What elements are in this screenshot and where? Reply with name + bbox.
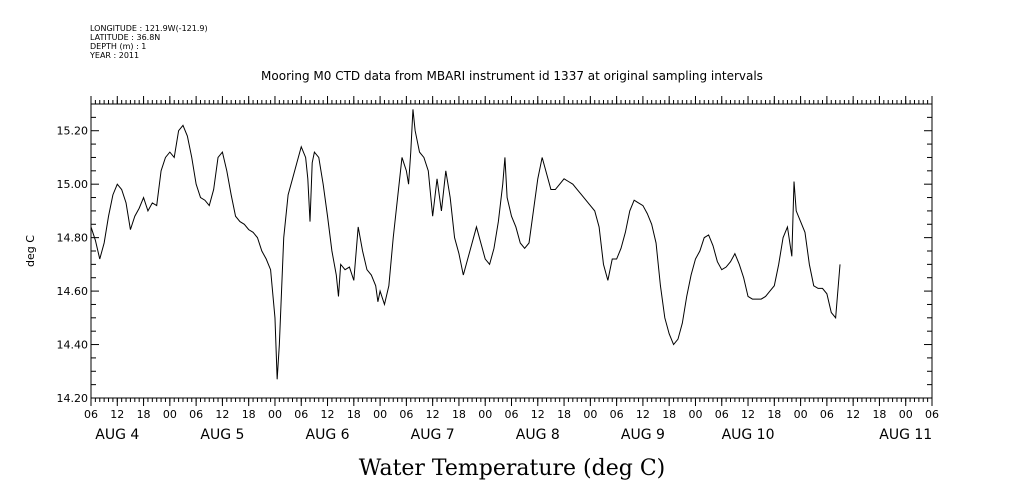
x-tick-label: 00 (583, 408, 597, 421)
x-tick-label: 06 (399, 408, 413, 421)
x-axis-label: Water Temperature (deg C) (359, 456, 666, 481)
x-tick-label: 06 (715, 408, 729, 421)
day-label: AUG 9 (621, 427, 665, 443)
y-tick-label: 14.20 (57, 392, 89, 405)
x-tick-label: 12 (426, 408, 440, 421)
x-tick-label: 00 (794, 408, 808, 421)
x-tick-label: 00 (688, 408, 702, 421)
x-axis: 06 12 18 00 06 12 18 00 06 12 18 00 06 12 18 00 06 12 18 00… (84, 96, 939, 421)
metadata-header: LONGITUDE : 121.9W(-121.9)LATITUDE : 36.… (89, 24, 208, 60)
day-label: AUG 5 (200, 427, 244, 443)
y-axis: 14.20 14.40 14.60 14.80 15.00 15.20 (57, 103, 932, 405)
y-tick-label: 14.40 (57, 339, 89, 352)
temperature-series-line (90, 109, 841, 380)
x-tick-label: 06 (189, 408, 203, 421)
chart-title: Mooring M0 CTD data from MBARI instrumen… (261, 69, 763, 83)
x-tick-label: 00 (268, 408, 282, 421)
x-tick-label: 18 (872, 408, 886, 421)
plot-frame (90, 103, 933, 399)
x-tick-label: 18 (137, 408, 151, 421)
x-tick-label: 18 (662, 408, 676, 421)
header-line: LONGITUDE : 121.9W(-121.9) (90, 24, 208, 33)
header-line: DEPTH (m) : 1 (90, 42, 146, 51)
header-line: YEAR : 2011 (89, 51, 139, 60)
x-tick-label: 18 (767, 408, 781, 421)
day-label: AUG 6 (306, 427, 350, 443)
x-tick-label: 12 (110, 408, 124, 421)
y-axis-label: deg C (24, 235, 37, 267)
x-tick-label: 12 (636, 408, 650, 421)
x-tick-label: 18 (242, 408, 256, 421)
x-tick-label: 12 (741, 408, 755, 421)
day-label: AUG 10 (722, 427, 775, 443)
x-tick-label: 06 (610, 408, 624, 421)
x-tick-label: 06 (294, 408, 308, 421)
header-line: LATITUDE : 36.8N (90, 33, 160, 42)
x-tick-label: 18 (452, 408, 466, 421)
y-tick-label: 14.80 (57, 232, 89, 245)
x-tick-label: 06 (505, 408, 519, 421)
x-tick-label: 18 (347, 408, 361, 421)
x-tick-label: 06 (84, 408, 98, 421)
x-tick-label: 12 (321, 408, 335, 421)
x-tick-label: 12 (846, 408, 860, 421)
x-tick-label: 00 (373, 408, 387, 421)
x-tick-label: 18 (557, 408, 571, 421)
x-tick-label: 06 (925, 408, 939, 421)
y-tick-label: 14.60 (57, 285, 89, 298)
x-tick-label: 00 (478, 408, 492, 421)
x-tick-label: 12 (531, 408, 545, 421)
x-tick-label: 12 (215, 408, 229, 421)
day-label: AUG 7 (411, 427, 455, 443)
x-tick-label: 00 (163, 408, 177, 421)
day-label: AUG 11 (879, 427, 932, 443)
day-labels: AUG 4 AUG 5 AUG 6 AUG 7 AUG 8 AUG 9 AUG 10 AUG … (95, 427, 932, 443)
minor-ticks (90, 100, 933, 402)
day-label: AUG 4 (95, 427, 139, 443)
day-label: AUG 8 (516, 427, 560, 443)
y-tick-label: 15.00 (57, 178, 89, 191)
x-tick-label: 06 (820, 408, 834, 421)
y-tick-label: 15.20 (57, 125, 89, 138)
x-tick-label: 00 (899, 408, 913, 421)
